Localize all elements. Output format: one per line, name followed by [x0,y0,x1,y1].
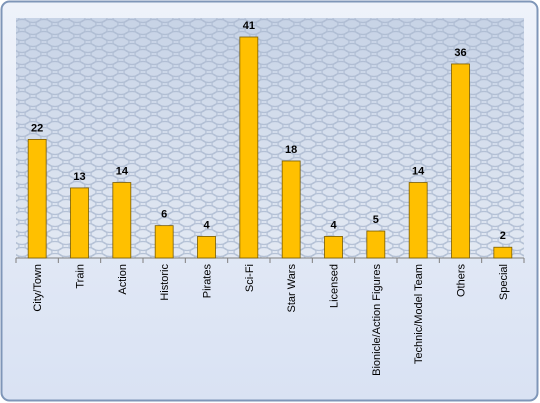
bar [451,63,470,259]
value-label: 14 [412,166,425,178]
bar [493,246,513,259]
value-label: 2 [500,230,506,242]
x-tick-label: Technic/Model Team [413,264,425,364]
value-label: 41 [243,20,255,32]
bar [239,36,259,259]
x-tick-label: Licensed [329,264,341,308]
value-label: 36 [454,47,466,59]
value-label: 14 [116,166,129,178]
bar [408,182,428,259]
x-tick-label: Others [456,264,468,298]
value-label: 4 [330,219,337,231]
bar [197,236,216,259]
x-tick-label: Sci-Fi [244,264,256,292]
bar [27,139,47,259]
x-tick-label: Pirates [202,264,214,299]
bar [70,187,89,259]
value-label: 6 [161,209,167,221]
bar [154,225,174,259]
value-label: 4 [203,219,210,231]
value-label: 22 [31,122,43,134]
value-label: 18 [285,144,297,156]
value-label: 5 [373,214,379,226]
bar [112,182,132,259]
bar [366,230,386,259]
x-tick-label: City/Town [32,264,44,312]
value-label: 13 [73,171,85,183]
plot-pattern [16,18,524,258]
x-tick-label: Train [75,264,87,289]
bar [324,236,343,259]
x-tick-label: Special [498,264,510,300]
x-tick-label: Star Wars [286,264,298,313]
bar [281,160,301,259]
x-tick-label: Historic [159,264,171,301]
x-tick-label: Bionicle/Action Figures [371,264,383,376]
x-tick-label: Action [117,264,129,295]
